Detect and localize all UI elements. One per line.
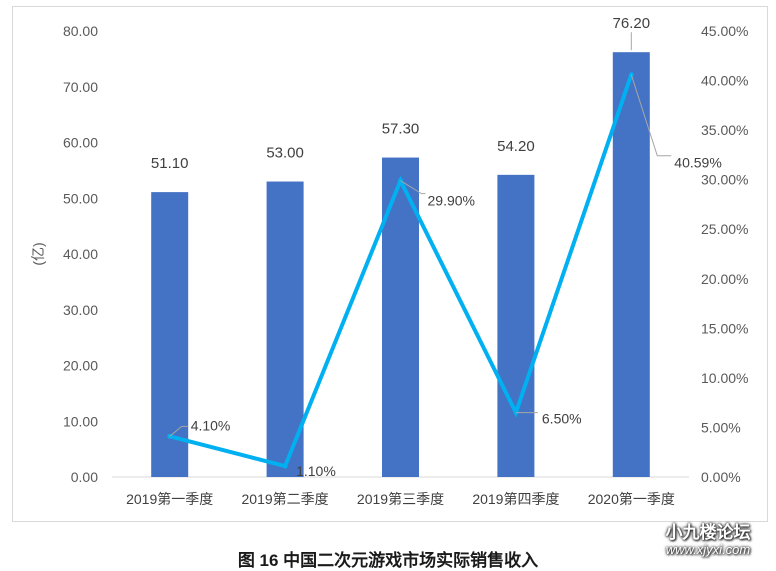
y-axis-tick-label: 80.00 [63, 23, 98, 39]
y-axis-tick-label: 40.00 [63, 246, 98, 262]
y2-axis-tick-label: 15.00% [701, 320, 748, 336]
line-label-leader-line [400, 180, 426, 195]
line-value-label: 29.90% [428, 193, 475, 209]
line-value-label: 1.10% [296, 463, 336, 479]
growth-rate-point [282, 463, 288, 469]
watermark-title: 小九楼论坛 [665, 523, 751, 542]
line-value-label: 6.50% [542, 411, 582, 427]
bar-value-label: 57.30 [382, 121, 420, 138]
y2-axis-tick-label: 30.00% [701, 172, 748, 188]
chart-frame: 0.00 10.00 20.00 30.00 40.00 50.00 60.00 70.00 8… [12, 6, 768, 522]
y-axis-tick-label: 60.00 [63, 135, 98, 151]
watermark: 小九楼论坛 www.xjyxi.com [648, 523, 768, 557]
bar-value-label: 76.20 [613, 15, 651, 32]
y-axis-tick-label: 20.00 [63, 358, 98, 374]
y-axis-tick-label: 30.00 [63, 302, 98, 318]
y2-axis-tick-label: 25.00% [701, 221, 748, 237]
bar-value-label: 53.00 [266, 145, 304, 162]
y-axis-title: (亿) [30, 242, 46, 265]
line-value-label: 40.59% [674, 155, 721, 171]
y2-axis-tick-label: 35.00% [701, 122, 748, 138]
y-axis-tick-label: 10.00 [63, 413, 98, 429]
y2-axis-tick-label: 40.00% [701, 73, 748, 89]
y2-axis-tick-label: 0.00% [701, 469, 741, 485]
figure-caption: 图 16 中国二次元游戏市场实际销售收入 [237, 551, 539, 570]
y2-axis-tick-label: 5.00% [701, 419, 741, 435]
bar [497, 174, 535, 477]
y-axis-tick-label: 50.00 [63, 190, 98, 206]
bar-value-label: 51.10 [151, 155, 189, 172]
x-axis-category-label: 2019第一季度 [126, 491, 213, 507]
bar [151, 192, 189, 477]
line-value-label: 4.10% [191, 417, 231, 433]
y-axis-tick-label: 70.00 [63, 79, 98, 95]
x-axis-category-label: 2019第二季度 [242, 491, 329, 507]
x-axis-category-label: 2020第一季度 [588, 491, 675, 507]
line-label-leader-line [630, 74, 672, 157]
bar-value-label: 54.20 [497, 138, 535, 155]
bar [612, 52, 650, 478]
x-axis-category-label: 2019第四季度 [472, 491, 559, 507]
y-axis-tick-label: 0.00 [71, 469, 98, 485]
chart-canvas: 0.00 10.00 20.00 30.00 40.00 50.00 60.00 70.00 8… [30, 15, 748, 507]
bar [266, 181, 304, 477]
line-label-leader-line [169, 425, 188, 437]
x-axis-category-label: 2019第三季度 [357, 491, 444, 507]
y2-axis-tick-label: 10.00% [701, 370, 748, 386]
watermark-url: www.xjyxi.com [665, 541, 751, 557]
y2-axis-tick-label: 20.00% [701, 271, 748, 287]
y2-axis-tick-label: 45.00% [701, 23, 748, 39]
